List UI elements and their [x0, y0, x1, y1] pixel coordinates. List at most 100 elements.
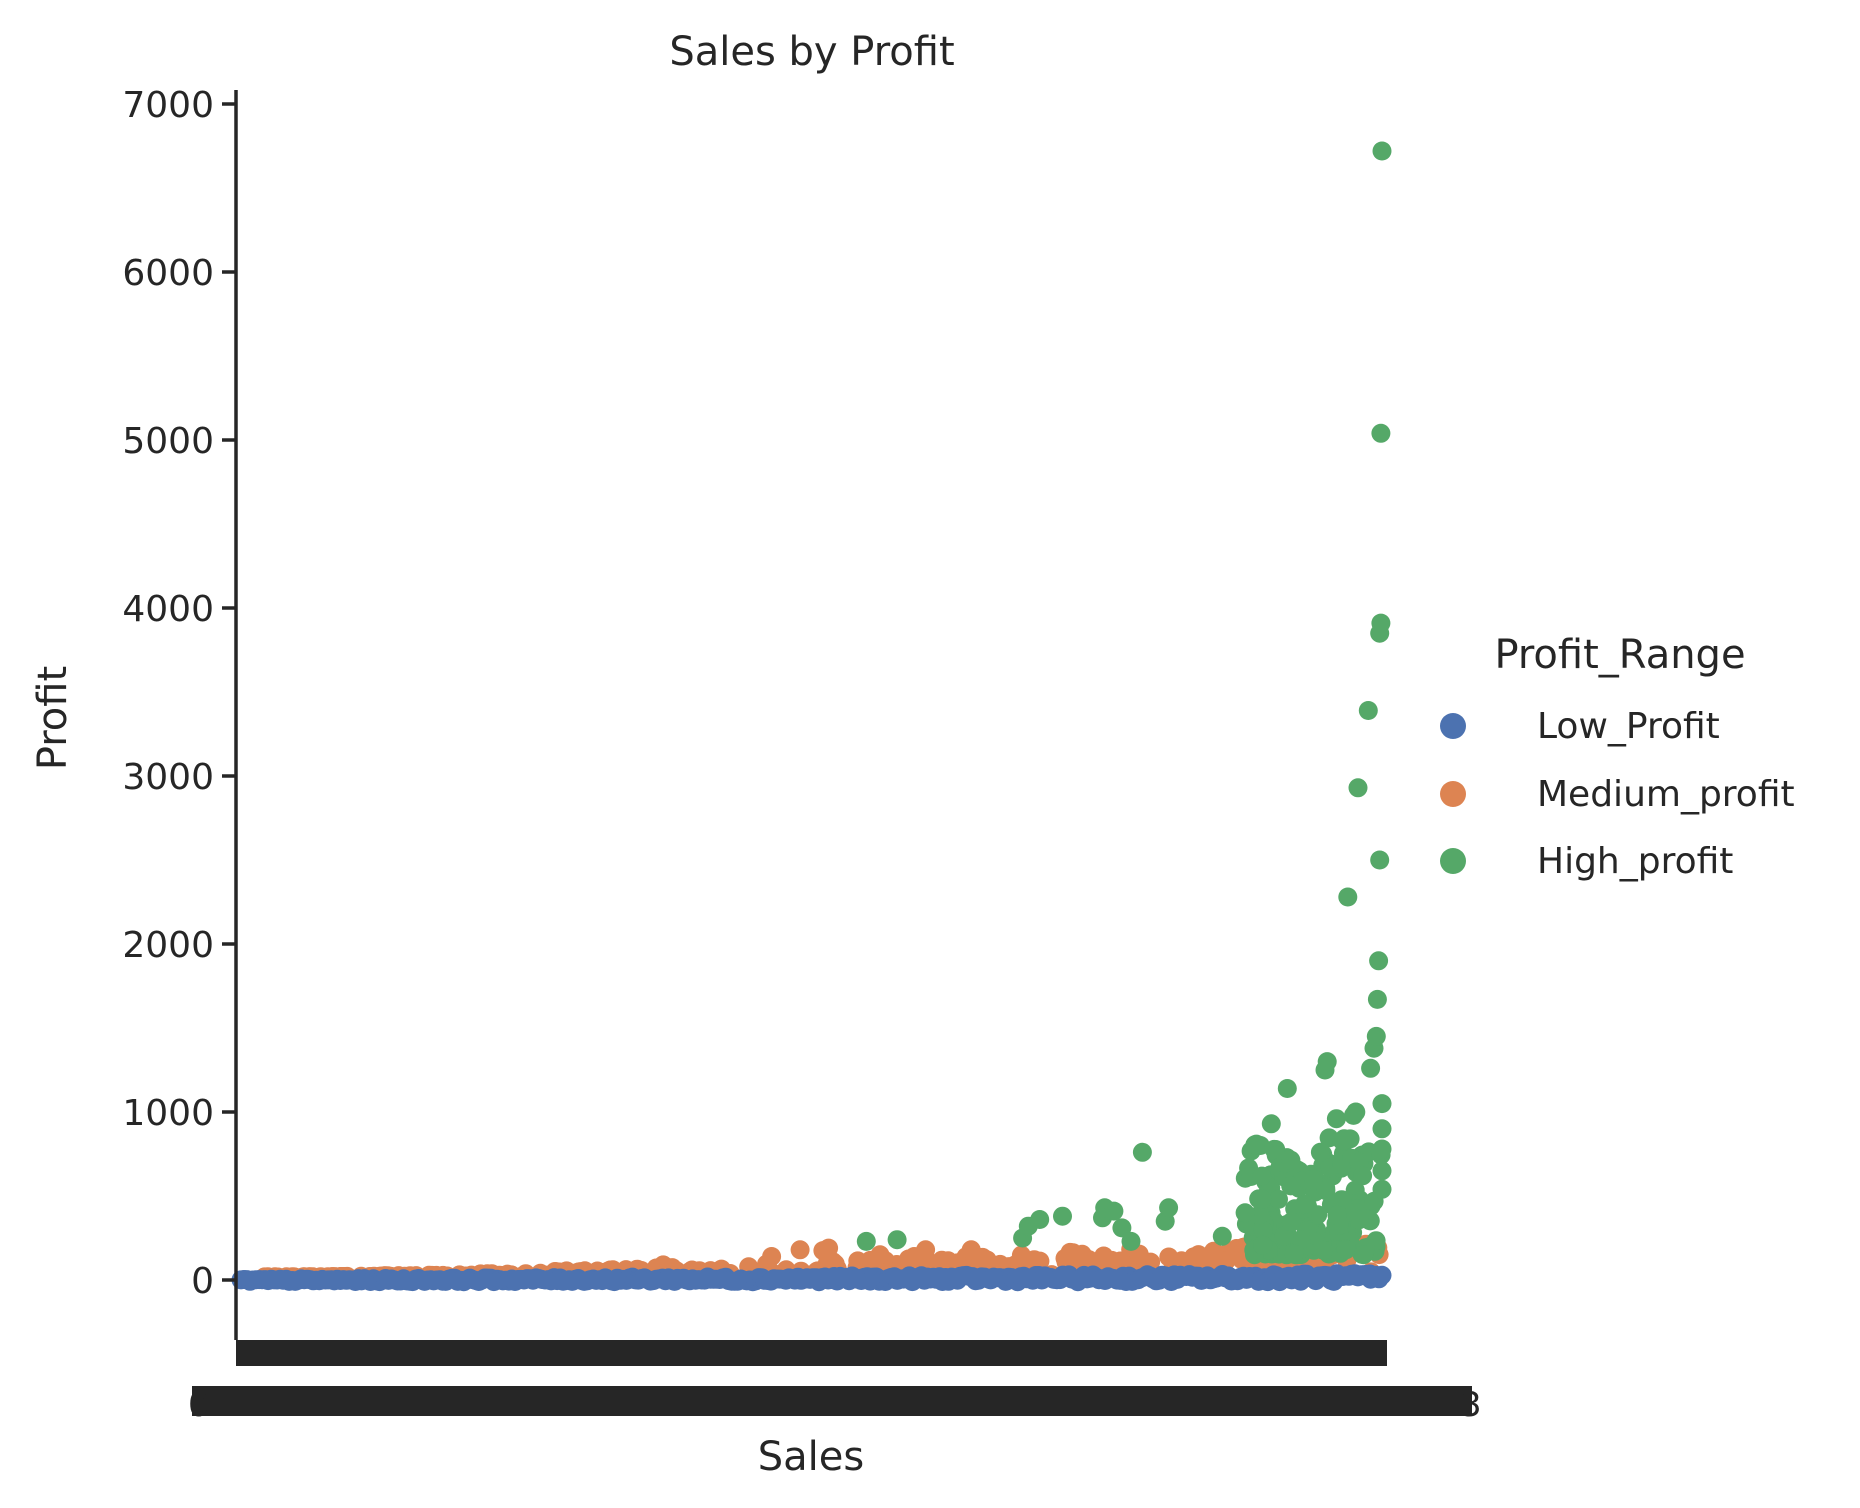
high-profit-point: [1317, 1052, 1337, 1072]
high-profit-point: [1250, 1205, 1270, 1225]
medium-profit-point: [819, 1238, 839, 1258]
high-profit-point: [1354, 1245, 1374, 1265]
x-axis: 0 3: [188, 1340, 1482, 1425]
y-tick-label: 6000: [122, 253, 214, 294]
y-tick-label: 7000: [122, 85, 214, 126]
high-profit-point: [1121, 1231, 1141, 1251]
high-profit-point: [1313, 1240, 1333, 1260]
plot-area: [231, 141, 1392, 1292]
y-tick-label: 5000: [122, 421, 214, 462]
high-profit-point: [1104, 1201, 1124, 1221]
high-profit-point: [1284, 1244, 1304, 1264]
high-profit-point: [1030, 1210, 1050, 1229]
high-profit-point: [1372, 1161, 1392, 1181]
x-tick-fragment-right: 3: [1460, 1385, 1482, 1425]
high-profit-point: [1332, 1131, 1352, 1151]
high-profit-point: [1361, 1058, 1381, 1078]
high-profit-point: [1371, 613, 1391, 633]
high-profit-point: [1294, 1194, 1314, 1214]
high-profit-point: [1053, 1206, 1072, 1226]
medium-profit-point: [1159, 1247, 1179, 1267]
y-axis: 0 1000 2000 3000 4000 5000 6000 7000: [122, 85, 238, 1340]
high-profit-point: [1253, 1235, 1273, 1255]
high-profit-point: [1252, 1189, 1272, 1209]
high-profit-point: [1370, 850, 1390, 870]
high-profit-point: [1281, 1212, 1301, 1232]
high-profit-point: [1235, 1203, 1255, 1223]
high-profit-point: [1372, 141, 1392, 161]
high-profit-point: [1353, 1166, 1373, 1186]
high-profit-point: [1245, 1135, 1265, 1155]
legend-label-low-profit: Low_Profit: [1537, 706, 1720, 747]
high-profit-point: [856, 1231, 876, 1251]
high-profit-point: [1269, 1189, 1288, 1209]
medium-profit-point: [1063, 1243, 1083, 1263]
legend-title: Profit_Range: [1494, 632, 1745, 678]
medium-profit-point: [1024, 1250, 1044, 1270]
medium-profit-point: [870, 1245, 890, 1265]
high-profit-point: [887, 1230, 907, 1250]
high-profit-point: [1336, 1240, 1356, 1260]
high-profit-point: [1212, 1226, 1232, 1246]
y-axis-label: Profit: [30, 666, 76, 770]
y-ticks: 0 1000 2000 3000 4000 5000 6000 7000: [122, 85, 236, 1302]
legend-item-high-profit: High_profit: [1440, 841, 1733, 882]
medium-profit-point: [1184, 1247, 1204, 1267]
x-tick-fragment-left: 0: [188, 1385, 210, 1425]
high-profit-point: [1281, 1176, 1301, 1196]
high-profit-point: [1338, 887, 1358, 907]
high-profit-point: [1274, 1226, 1294, 1246]
high-profit-point: [1372, 1179, 1392, 1199]
legend-marker-high-profit: [1440, 848, 1466, 874]
high-profit-point: [1291, 1230, 1311, 1250]
legend-label-high-profit: High_profit: [1537, 841, 1733, 882]
high-profit-point: [1369, 951, 1389, 971]
x-axis-label: Sales: [758, 1434, 864, 1480]
high-profit-points: [856, 141, 1392, 1265]
legend-marker-low-profit: [1440, 713, 1466, 739]
low-profit-point: [1361, 1269, 1381, 1289]
high-profit-point: [1332, 1190, 1352, 1210]
high-profit-point: [1348, 778, 1368, 798]
high-profit-point: [1277, 1079, 1297, 1098]
legend-marker-medium-profit: [1440, 781, 1466, 807]
high-profit-point: [1372, 1094, 1392, 1114]
medium-profit-point: [1079, 1250, 1099, 1270]
y-tick-label: 2000: [122, 925, 214, 966]
legend-label-medium-profit: Medium_profit: [1537, 774, 1795, 815]
high-profit-point: [1132, 1142, 1152, 1162]
low-profit-point: [1321, 1267, 1341, 1287]
high-profit-point: [1371, 423, 1391, 443]
high-profit-point: [1346, 1102, 1366, 1122]
high-profit-point: [1281, 1150, 1301, 1170]
high-profit-point: [1252, 1166, 1272, 1186]
medium-profit-point: [790, 1240, 810, 1260]
x-tick-label-overlap: [192, 1386, 1472, 1416]
y-tick-label: 0: [191, 1261, 214, 1302]
medium-profit-point: [762, 1247, 782, 1266]
y-tick-label: 4000: [122, 589, 214, 630]
y-tick-label: 1000: [122, 1093, 214, 1134]
legend-item-low-profit: Low_Profit: [1440, 706, 1720, 747]
chart-title: Sales by Profit: [669, 29, 954, 75]
y-tick-label: 3000: [122, 757, 214, 798]
low-profit-points: [231, 1264, 1392, 1292]
high-profit-point: [1367, 989, 1387, 1009]
high-profit-point: [1326, 1109, 1346, 1129]
high-profit-point: [1372, 1119, 1392, 1139]
high-profit-point: [1358, 701, 1378, 720]
high-profit-point: [1372, 1139, 1392, 1159]
high-profit-point: [1253, 1220, 1273, 1240]
high-profit-point: [1112, 1218, 1132, 1238]
medium-profit-point: [1203, 1248, 1222, 1267]
medium-profit-point: [977, 1250, 997, 1270]
high-profit-point: [1366, 1026, 1386, 1046]
x-axis-tick-band: [236, 1340, 1387, 1366]
high-profit-point: [1310, 1142, 1330, 1162]
high-profit-point: [1261, 1114, 1281, 1134]
high-profit-point: [1304, 1169, 1323, 1189]
legend-item-medium-profit: Medium_profit: [1440, 774, 1795, 815]
high-profit-point: [1327, 1205, 1347, 1225]
high-profit-point: [1159, 1198, 1179, 1218]
